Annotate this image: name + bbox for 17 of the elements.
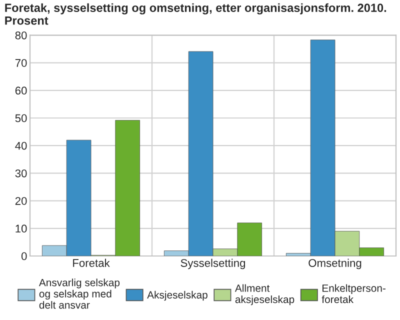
legend-label: Aksjeselskap <box>147 290 208 301</box>
y-tick-label: 80 <box>15 31 27 40</box>
y-tick-label: 40 <box>15 142 27 150</box>
x-tick-label: Omsetning <box>308 258 362 270</box>
y-tick-label: 30 <box>15 169 27 178</box>
legend-label: Enkeltperson- foretak <box>322 284 386 304</box>
y-tick-label: 70 <box>15 59 27 67</box>
y-tick-label: 0 <box>21 252 27 260</box>
y-tick-label: 50 <box>15 114 27 122</box>
chart-title: Foretak, sysselsetting og omsetning, etter organisasjonsform. 2010. Prosent <box>5 3 386 25</box>
x-tick-label: Foretak <box>73 258 110 267</box>
y-tick-label: 60 <box>15 86 27 95</box>
y-tick-label: 10 <box>16 224 27 233</box>
legend-label: Ansvarlig selskap og selskap med delt ansvar <box>38 278 120 309</box>
x-tick-label: Sysselsetting <box>180 258 246 270</box>
y-tick-label: 20 <box>15 197 27 205</box>
legend-label: Allment aksjeselskap <box>234 284 294 306</box>
